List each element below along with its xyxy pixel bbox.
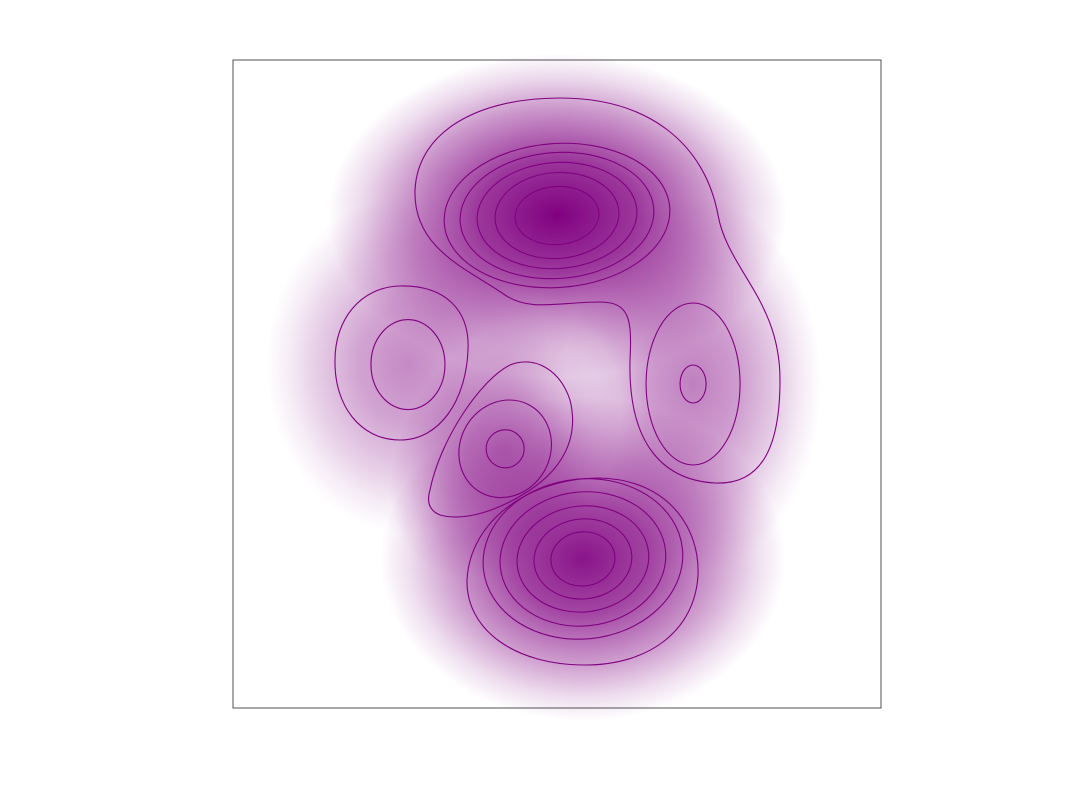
contour-bottom-level-3	[499, 491, 667, 627]
contour-bottom-level-5	[533, 518, 633, 600]
contour-outer-bottom	[466, 477, 699, 666]
contour-lines	[334, 97, 781, 666]
contour-center-lower-left-level-2	[458, 399, 553, 499]
plot-area	[232, 53, 882, 721]
contour-center-lower-left-level-3	[485, 429, 525, 469]
contour-left-level-2	[370, 319, 446, 411]
contour-bottom-level-2	[482, 478, 684, 640]
axes-frame	[232, 59, 882, 709]
contour-bottom-level-4	[516, 505, 650, 613]
contour-right-level-2	[645, 302, 741, 466]
contour-top-level-5	[494, 171, 620, 260]
contour-outer-left	[334, 285, 469, 441]
contour-outer-top	[414, 97, 781, 484]
contour-top-level-4	[476, 161, 638, 270]
contour-bottom-level-6	[550, 531, 616, 587]
contour-right-level-3	[679, 364, 707, 404]
contour-top-level-2	[443, 142, 671, 289]
plot-background	[233, 60, 881, 708]
contour-outer-center-lower-left	[428, 361, 574, 518]
contour-top-level-6	[514, 185, 600, 246]
contour-top-level-3	[459, 151, 655, 280]
